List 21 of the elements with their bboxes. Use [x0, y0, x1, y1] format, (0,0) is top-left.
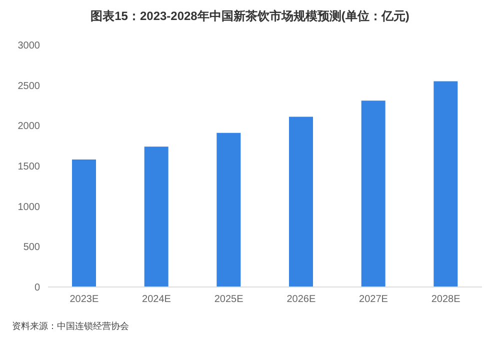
y-tick-label: 500	[23, 242, 40, 254]
bar	[144, 146, 168, 287]
y-tick-label: 1500	[18, 162, 40, 173]
y-tick-label: 3000	[18, 40, 40, 52]
text: 资料来源：中国连锁经营协会	[12, 320, 130, 333]
x-tick-label: 2024E	[142, 294, 172, 306]
x-tick-label: 2023E	[70, 294, 99, 306]
bar	[216, 132, 241, 287]
x-tick-label: 2026E	[286, 294, 316, 306]
y-tick-label: 2000	[18, 121, 40, 132]
bar	[72, 160, 96, 287]
x-tick-label: 2027E	[359, 294, 388, 306]
bar	[361, 100, 386, 287]
y-tick-label: 2500	[18, 80, 40, 92]
y-tick-label: 0	[34, 282, 40, 294]
bar	[289, 116, 313, 287]
chart-title: 图表15：2023-2028年中国新茶饮市场规模预测(单位：亿元)	[90, 8, 410, 25]
bar	[434, 81, 458, 287]
x-tick-label: 2028E	[431, 294, 461, 306]
x-tick-label: 2025E	[214, 294, 244, 306]
y-tick-label: 1000	[18, 202, 40, 213]
